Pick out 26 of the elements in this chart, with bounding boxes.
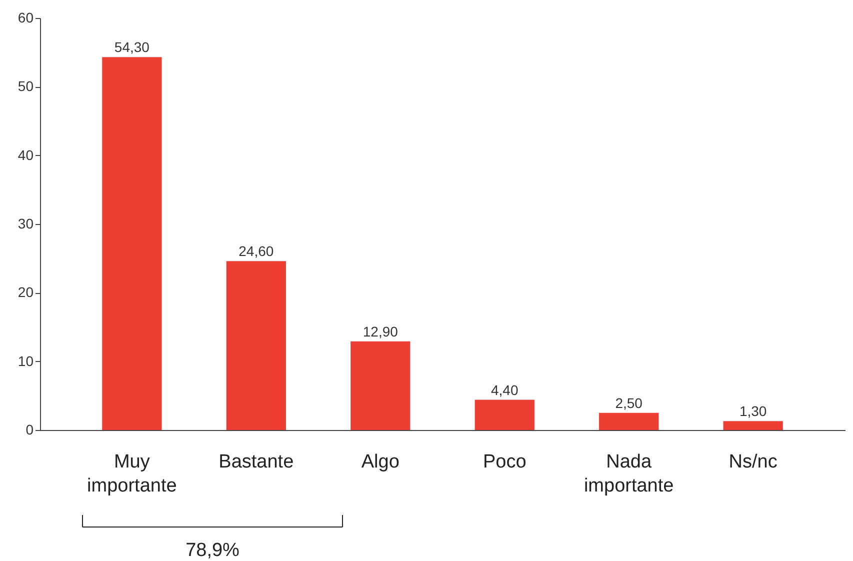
bar <box>723 421 783 430</box>
y-tick-label: 0 <box>26 422 34 438</box>
y-tick-label: 30 <box>18 216 34 232</box>
y-tick-label: 60 <box>18 10 34 26</box>
x-tick-label: Bastante <box>218 452 294 472</box>
x-tick-label: Ns/nc <box>728 452 778 472</box>
bar <box>226 261 286 430</box>
text: 78,9% <box>186 540 240 561</box>
x-tick-label: Muy importante <box>87 452 177 496</box>
x-tick-label: Algo <box>361 452 400 472</box>
y-tick-label: 20 <box>18 284 34 300</box>
data-label: 12,90 <box>362 323 398 340</box>
data-label: 4,40 <box>490 382 518 398</box>
bar <box>599 412 659 430</box>
x-tick-label: Poco <box>482 452 526 472</box>
data-label: 2,50 <box>615 394 643 411</box>
bar <box>474 400 534 430</box>
y-tick-label: 10 <box>18 352 34 369</box>
x-tick-label: Nada importante <box>584 452 674 496</box>
data-label: 1,30 <box>739 403 767 420</box>
y-tick-label: 40 <box>18 146 34 163</box>
bar <box>102 57 162 430</box>
data-label: 54,30 <box>114 39 150 56</box>
data-label: 24,60 <box>238 243 274 260</box>
y-tick-label: 50 <box>18 78 34 94</box>
bar <box>350 341 410 430</box>
